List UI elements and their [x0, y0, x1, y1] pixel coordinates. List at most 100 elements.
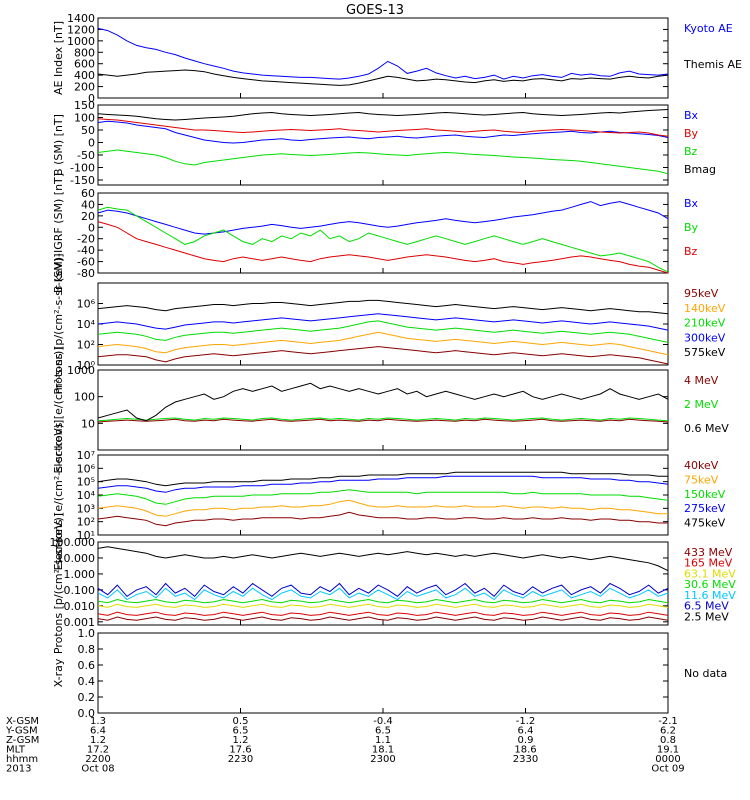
y-tick-label: 0.0: [78, 707, 96, 720]
series-line-0.6-MeV: [97, 382, 669, 422]
y-tick-label: 0: [88, 92, 95, 105]
y-tick-label: 100: [74, 391, 95, 404]
legend-entry: 75keV: [684, 473, 719, 486]
y-tick-label: 10⁴: [77, 318, 96, 331]
series-line-By: [97, 118, 669, 137]
legend-entry: 140keV: [684, 302, 726, 315]
y-tick-label: 0: [88, 221, 95, 234]
ephemeris-value: 18.6: [514, 745, 536, 756]
series-line-4-MeV: [97, 418, 669, 423]
ephemeris-value: 17.6: [229, 745, 251, 756]
y-tick-label: 1.000: [64, 568, 96, 581]
series-line-210keV: [97, 320, 669, 343]
legend-entry: Bz: [684, 245, 698, 258]
y-tick-label: 1000: [67, 35, 95, 48]
y-tick-label: -50: [77, 149, 95, 162]
legend-entry: 95keV: [684, 287, 719, 300]
ephemeris-value: -2.1: [658, 716, 678, 727]
series-line-Bx: [97, 120, 669, 144]
y-tick-label: 100: [74, 112, 95, 125]
no-data-note: No data: [684, 667, 727, 680]
y-tick-label: 0.100: [64, 584, 96, 597]
y-tick-label: 0.001: [64, 616, 96, 629]
y-axis-label: Protons [p/(cm²-s-sr-keV)]: [52, 513, 65, 654]
ephemeris-value: 2230: [228, 754, 253, 765]
panel-frame: [97, 369, 669, 451]
y-tick-label: -20: [77, 233, 95, 246]
panel-7: 0.001 0.010 0.100 1.000 10.000 100.000Protons…: [50, 513, 737, 654]
y-tick-label: 10⁴: [77, 489, 96, 502]
chart-title: GOES-13: [346, 3, 404, 18]
legend-entry: Themis AE: [683, 58, 742, 71]
y-axis-label: X-ray: [52, 658, 65, 687]
ephemeris-label: Y-GSM: [5, 726, 38, 737]
ephemeris-value: 6.5: [233, 726, 249, 737]
legend-entry: 11.6 MeV: [684, 589, 736, 602]
ephemeris-value: 1.2: [90, 735, 106, 746]
series-line-40keV: [97, 511, 668, 527]
y-tick-label: 10²: [77, 339, 95, 352]
series-line-475keV: [97, 471, 668, 487]
series-line-150keV: [97, 489, 669, 505]
series-line-165-MeV: [97, 611, 669, 616]
legend-entry: Bmag: [684, 163, 716, 176]
y-axis-label: AE Index [nT]: [52, 21, 65, 95]
y-tick-label: 10.000: [57, 552, 96, 565]
legend-entry: 150keV: [684, 488, 726, 501]
y-tick-label: 0: [88, 137, 95, 150]
y-tick-label: 20: [81, 210, 95, 223]
y-tick-label: 800: [74, 46, 95, 59]
y-axis-label: Electrons [e/(cm²-s-sr)]: [52, 346, 65, 473]
y-tick-label: 10⁷: [77, 449, 95, 462]
panel-frame: [97, 282, 669, 366]
legend-entry: 6.5 MeV: [684, 600, 729, 613]
y-tick-label: 600: [74, 58, 95, 71]
y-tick-label: 10⁵: [77, 476, 95, 489]
y-axis-label: B (SM)-IGRF (SM) [nT]: [52, 173, 65, 293]
legend-entry: 475keV: [684, 517, 726, 530]
legend-entry: 165 MeV: [684, 557, 733, 570]
series-line-275keV: [97, 475, 669, 493]
y-tick-label: 40: [81, 198, 95, 211]
legend-entry: 300keV: [684, 331, 726, 344]
legend-entry: 63.1 MeV: [684, 567, 736, 580]
y-tick-label: -150: [70, 174, 95, 187]
y-tick-label: 1000: [67, 364, 95, 377]
legend-entry: 40keV: [684, 459, 719, 472]
series-line-63.1-MeV: [97, 603, 669, 608]
series-line-Bmag: [97, 109, 669, 121]
legend-entry: 4 MeV: [684, 374, 719, 387]
series-line-300keV: [97, 313, 669, 331]
ephemeris-value: 2330: [513, 754, 538, 765]
ephemeris-value: 0.9: [518, 735, 534, 746]
y-tick-label: 60: [81, 187, 95, 200]
legend-entry: Bx: [684, 109, 699, 122]
y-tick-label: 50: [81, 124, 95, 137]
ephemeris-value: Oct 08: [81, 764, 114, 775]
y-tick-label: 10¹: [77, 529, 95, 542]
y-tick-label: 0.4: [78, 675, 96, 688]
y-tick-label: 0.2: [78, 691, 96, 704]
y-tick-label: 400: [74, 69, 95, 82]
y-tick-label: 1200: [67, 23, 95, 36]
legend-entry: 575keV: [684, 346, 726, 359]
legend-entry: 275keV: [684, 502, 726, 515]
y-tick-label: 1400: [67, 12, 95, 25]
ephemeris-value: 0000: [655, 754, 680, 765]
y-tick-label: 10⁶: [77, 298, 96, 311]
y-tick-label: 100.000: [50, 536, 96, 549]
y-tick-label: -100: [70, 162, 95, 175]
series-line-Bz: [97, 149, 669, 175]
panel-4: 10⁰ 10² 10⁴ 10⁶ Protons [p/(cm²-s-sr-keV)] 95…: [52, 253, 726, 394]
ephemeris-label: X-GSM: [6, 716, 39, 727]
legend-entry: By: [684, 221, 699, 234]
ephemeris-value: 6.4: [518, 726, 534, 737]
ephemeris-value: -1.2: [516, 716, 536, 727]
legend-entry: 210keV: [684, 317, 726, 330]
y-axis-label: Electrons [e/(cm²-s-sr-keV)]: [52, 420, 65, 571]
